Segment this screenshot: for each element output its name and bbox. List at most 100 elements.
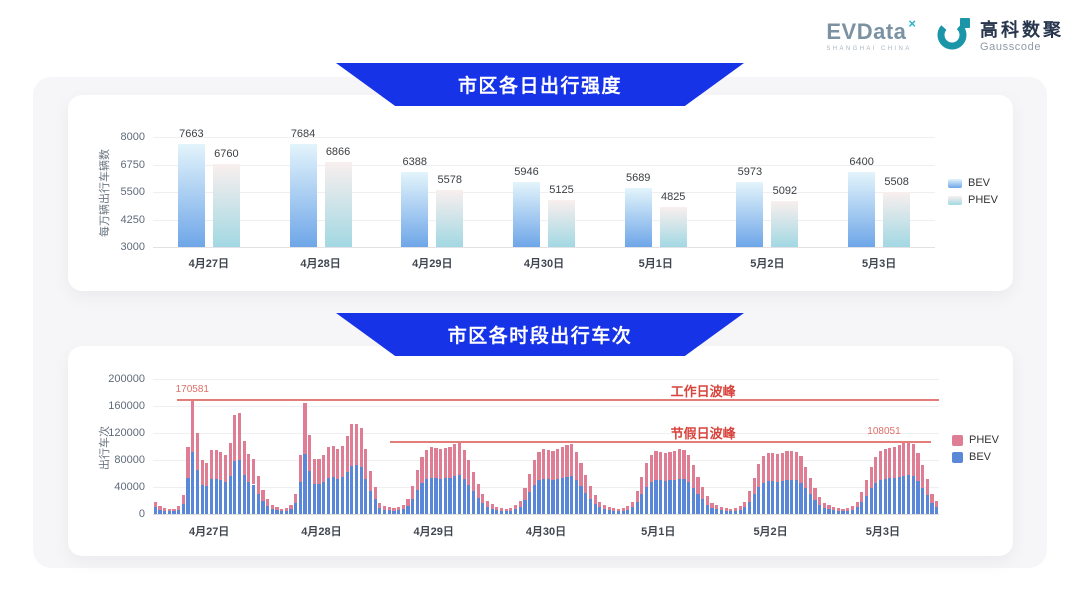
- phev-bar: [565, 445, 569, 477]
- phev-bar: [387, 507, 391, 511]
- phev-bar: [504, 508, 508, 512]
- legend-item-bev[interactable]: BEV: [948, 177, 998, 189]
- phev-bar: [266, 499, 270, 506]
- bev-bar: [364, 479, 368, 514]
- bev-bar: [205, 486, 209, 514]
- bev-bar: [888, 478, 892, 514]
- bev-bar: [163, 510, 167, 514]
- phev-bar: [481, 493, 485, 504]
- phev-bar: [158, 505, 162, 510]
- phev-bar: [406, 499, 410, 506]
- gausscode-name-en: Gausscode: [980, 40, 1042, 53]
- bev-bar: [411, 498, 415, 514]
- phev-bar: [223, 454, 228, 482]
- bev-bar: [181, 503, 185, 514]
- phev-bar: [345, 435, 349, 472]
- phev-bar: [429, 446, 433, 478]
- phev-bar: [219, 451, 223, 481]
- bev-bar: [209, 479, 214, 514]
- chart1-x-tick: 4月29日: [412, 258, 453, 270]
- chart1-x-tick: 5月1日: [638, 258, 673, 270]
- bev-bar: [878, 480, 883, 514]
- phev-bar: [930, 493, 934, 504]
- bev-value-label: 5973: [737, 165, 763, 178]
- bev-bar: [289, 508, 293, 514]
- legend-label: BEV: [969, 451, 992, 463]
- bev-legend-swatch: [952, 451, 963, 463]
- phev-bar: [612, 507, 616, 511]
- phev-bar: [532, 460, 536, 485]
- bev-bar: [808, 494, 812, 514]
- phev-bar: [303, 403, 307, 455]
- bev-bar: [911, 476, 915, 514]
- legend-item-phev[interactable]: PHEV: [948, 194, 998, 206]
- bev-bar: [481, 503, 485, 514]
- bev-bar: [892, 477, 897, 514]
- phev-bar: [682, 449, 686, 480]
- header-logos: EVData × SHANGHAI CHINA 高科数聚 Gausscode: [826, 16, 1064, 57]
- section1-title: 市区各日出行强度: [457, 76, 622, 97]
- chart2-y-tick: 120000: [108, 427, 145, 439]
- phev-value-label: 5508: [884, 175, 909, 188]
- phev-bar: [212, 164, 240, 247]
- phev-bar: [167, 509, 171, 512]
- chart1-x-tick: 4月27日: [188, 258, 230, 270]
- phev-bar: [832, 506, 836, 510]
- phev-bar: [499, 507, 504, 511]
- phev-bar: [471, 472, 476, 492]
- bev-bar: [593, 503, 597, 514]
- phev-bar: [897, 445, 901, 477]
- phev-bar: [312, 458, 316, 485]
- chart2-y-tick: 80000: [114, 454, 145, 466]
- phev-bar: [588, 485, 593, 499]
- legend-item-phev[interactable]: PHEV: [952, 434, 999, 446]
- bev-bar: [354, 465, 359, 514]
- phev-bar: [336, 449, 340, 480]
- phev-bar: [780, 452, 784, 481]
- bev-value-label: 6400: [849, 156, 874, 169]
- phev-bar: [579, 462, 583, 487]
- phev-bar: [237, 413, 242, 460]
- phev-bar: [548, 200, 575, 247]
- phev-bar: [584, 474, 588, 493]
- daily-intensity-card: 每万辆出行车辆数 3000 4250 5500 6750 8000 7663 6760 4月2…: [68, 95, 1013, 291]
- bev-bar: [621, 510, 625, 514]
- bev-bar: [542, 478, 546, 514]
- bev-bar: [644, 486, 649, 514]
- bev-bar: [298, 481, 302, 514]
- bev-bar: [280, 511, 284, 514]
- bev-bar: [429, 477, 433, 514]
- chart2-x-tick: 4月27日: [188, 526, 230, 538]
- bev-bar: [467, 484, 471, 514]
- chart2-y-tick: 40000: [114, 481, 145, 493]
- chart2-gridline: [153, 514, 939, 515]
- bev-bar: [790, 479, 794, 514]
- phev-bar: [640, 476, 644, 494]
- phev-bar: [542, 448, 546, 479]
- phev-bar: [701, 487, 705, 500]
- chart2-x-tick: 5月1日: [641, 526, 676, 538]
- bev-bar: [434, 478, 438, 514]
- phev-bar: [284, 507, 288, 511]
- bev-bar: [850, 509, 855, 514]
- phev-bar: [659, 451, 663, 481]
- phev-value-label: 6760: [214, 148, 239, 161]
- bev-bar: [382, 509, 387, 514]
- phev-bar: [822, 503, 826, 509]
- bev-bar: [214, 479, 218, 514]
- phev-bar: [448, 446, 452, 478]
- phev-bar: [771, 200, 799, 247]
- legend-item-bev[interactable]: BEV: [952, 451, 999, 463]
- bev-bar: [579, 486, 583, 514]
- legend-label: BEV: [968, 177, 991, 189]
- bev-bar: [715, 508, 719, 514]
- bev-bar: [846, 510, 850, 514]
- bev-bar: [284, 510, 288, 514]
- evdata-logo-text: EVData: [826, 19, 907, 44]
- phev-bar: [163, 507, 167, 511]
- bev-bar: [565, 476, 569, 514]
- peak-label: 工作日波峰: [670, 383, 736, 399]
- gausscode-logo: 高科数聚 Gausscode: [936, 16, 1064, 57]
- phev-bar: [324, 161, 352, 247]
- bev-bar: [368, 491, 373, 514]
